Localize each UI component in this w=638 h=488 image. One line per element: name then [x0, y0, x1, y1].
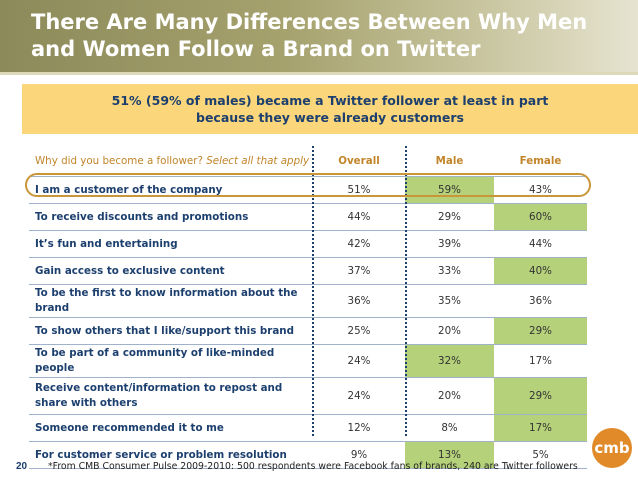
overall-cell: 44% — [313, 203, 405, 231]
column-header-female: Female — [519, 155, 562, 167]
male-cell: 33% — [405, 257, 494, 285]
row-label: To be the first to know information abou… — [29, 284, 313, 318]
slide-title: There Are Many Differences Between Why M… — [31, 10, 588, 61]
row-label: It’s fun and entertaining — [29, 230, 313, 258]
male-cell: 29% — [405, 203, 494, 231]
column-divider — [312, 146, 314, 436]
female-cell: 40% — [494, 257, 587, 285]
male-cell: 20% — [405, 377, 494, 415]
male-cell: 13% — [405, 441, 494, 469]
row-label: For customer service or problem resoluti… — [29, 441, 313, 469]
male-cell: 32% — [405, 344, 494, 378]
table-row: Gain access to exclusive content 37% 33%… — [29, 257, 587, 285]
column-header-male: Male — [435, 155, 464, 167]
table-row: It’s fun and entertaining 42% 39% 44% — [29, 230, 587, 258]
question-note: Select all that apply — [206, 155, 310, 167]
overall-cell: 36% — [313, 284, 405, 318]
overall-cell: 9% — [313, 441, 405, 469]
female-cell: 44% — [494, 230, 587, 258]
highlight-oval — [25, 173, 591, 197]
table-header-row: Why did you become a follower? Select al… — [29, 146, 587, 177]
table-row: To be the first to know information abou… — [29, 284, 587, 318]
row-label: To show others that I like/support this … — [29, 317, 313, 345]
row-label: Someone recommended it to me — [29, 414, 313, 442]
column-header-overall: Overall — [338, 155, 380, 167]
column-divider — [405, 146, 407, 436]
row-label: To receive discounts and promotions — [29, 203, 313, 231]
male-cell: 59% — [405, 176, 494, 204]
title-bar: There Are Many Differences Between Why M… — [0, 0, 638, 72]
overall-cell: 12% — [313, 414, 405, 442]
callout-text: 51% (59% of males) became a Twitter foll… — [111, 93, 549, 125]
survey-table: Why did you become a follower? Select al… — [29, 146, 587, 469]
male-cell: 39% — [405, 230, 494, 258]
table-row: To be part of a community of like-minded… — [29, 344, 587, 378]
callout-banner: 51% (59% of males) became a Twitter foll… — [22, 84, 638, 134]
overall-cell: 24% — [313, 344, 405, 378]
female-cell: 17% — [494, 414, 587, 442]
female-cell: 17% — [494, 344, 587, 378]
table-row: Someone recommended it to me 12% 8% 17% — [29, 414, 587, 442]
table-row: Receive content/information to repost an… — [29, 377, 587, 415]
male-cell: 8% — [405, 414, 494, 442]
female-cell: 60% — [494, 203, 587, 231]
male-cell: 35% — [405, 284, 494, 318]
row-label: I am a customer of the company — [29, 176, 313, 204]
title-underline — [0, 72, 638, 75]
logo-text: cmb — [594, 439, 630, 457]
footnote: *From CMB Consumer Pulse 2009-2010: 500 … — [48, 461, 578, 472]
row-label: To be part of a community of like-minded… — [29, 344, 313, 378]
female-cell: 43% — [494, 176, 587, 204]
table-row: I am a customer of the company 51% 59% 4… — [29, 176, 587, 204]
overall-cell: 25% — [313, 317, 405, 345]
female-cell: 36% — [494, 284, 587, 318]
male-cell: 20% — [405, 317, 494, 345]
female-cell: 5% — [494, 441, 587, 469]
question-header: Why did you become a follower? Select al… — [29, 146, 313, 177]
question-text: Why did you become a follower? — [35, 155, 203, 167]
female-cell: 29% — [494, 377, 587, 415]
row-label: Receive content/information to repost an… — [29, 377, 313, 415]
table-row: For customer service or problem resoluti… — [29, 441, 587, 469]
overall-cell: 42% — [313, 230, 405, 258]
female-cell: 29% — [494, 317, 587, 345]
overall-cell: 51% — [313, 176, 405, 204]
table-row: To receive discounts and promotions 44% … — [29, 203, 587, 231]
overall-cell: 37% — [313, 257, 405, 285]
row-label: Gain access to exclusive content — [29, 257, 313, 285]
page-number: 20 — [16, 461, 28, 472]
table-row: To show others that I like/support this … — [29, 317, 587, 345]
cmb-logo: cmb — [592, 428, 632, 468]
overall-cell: 24% — [313, 377, 405, 415]
